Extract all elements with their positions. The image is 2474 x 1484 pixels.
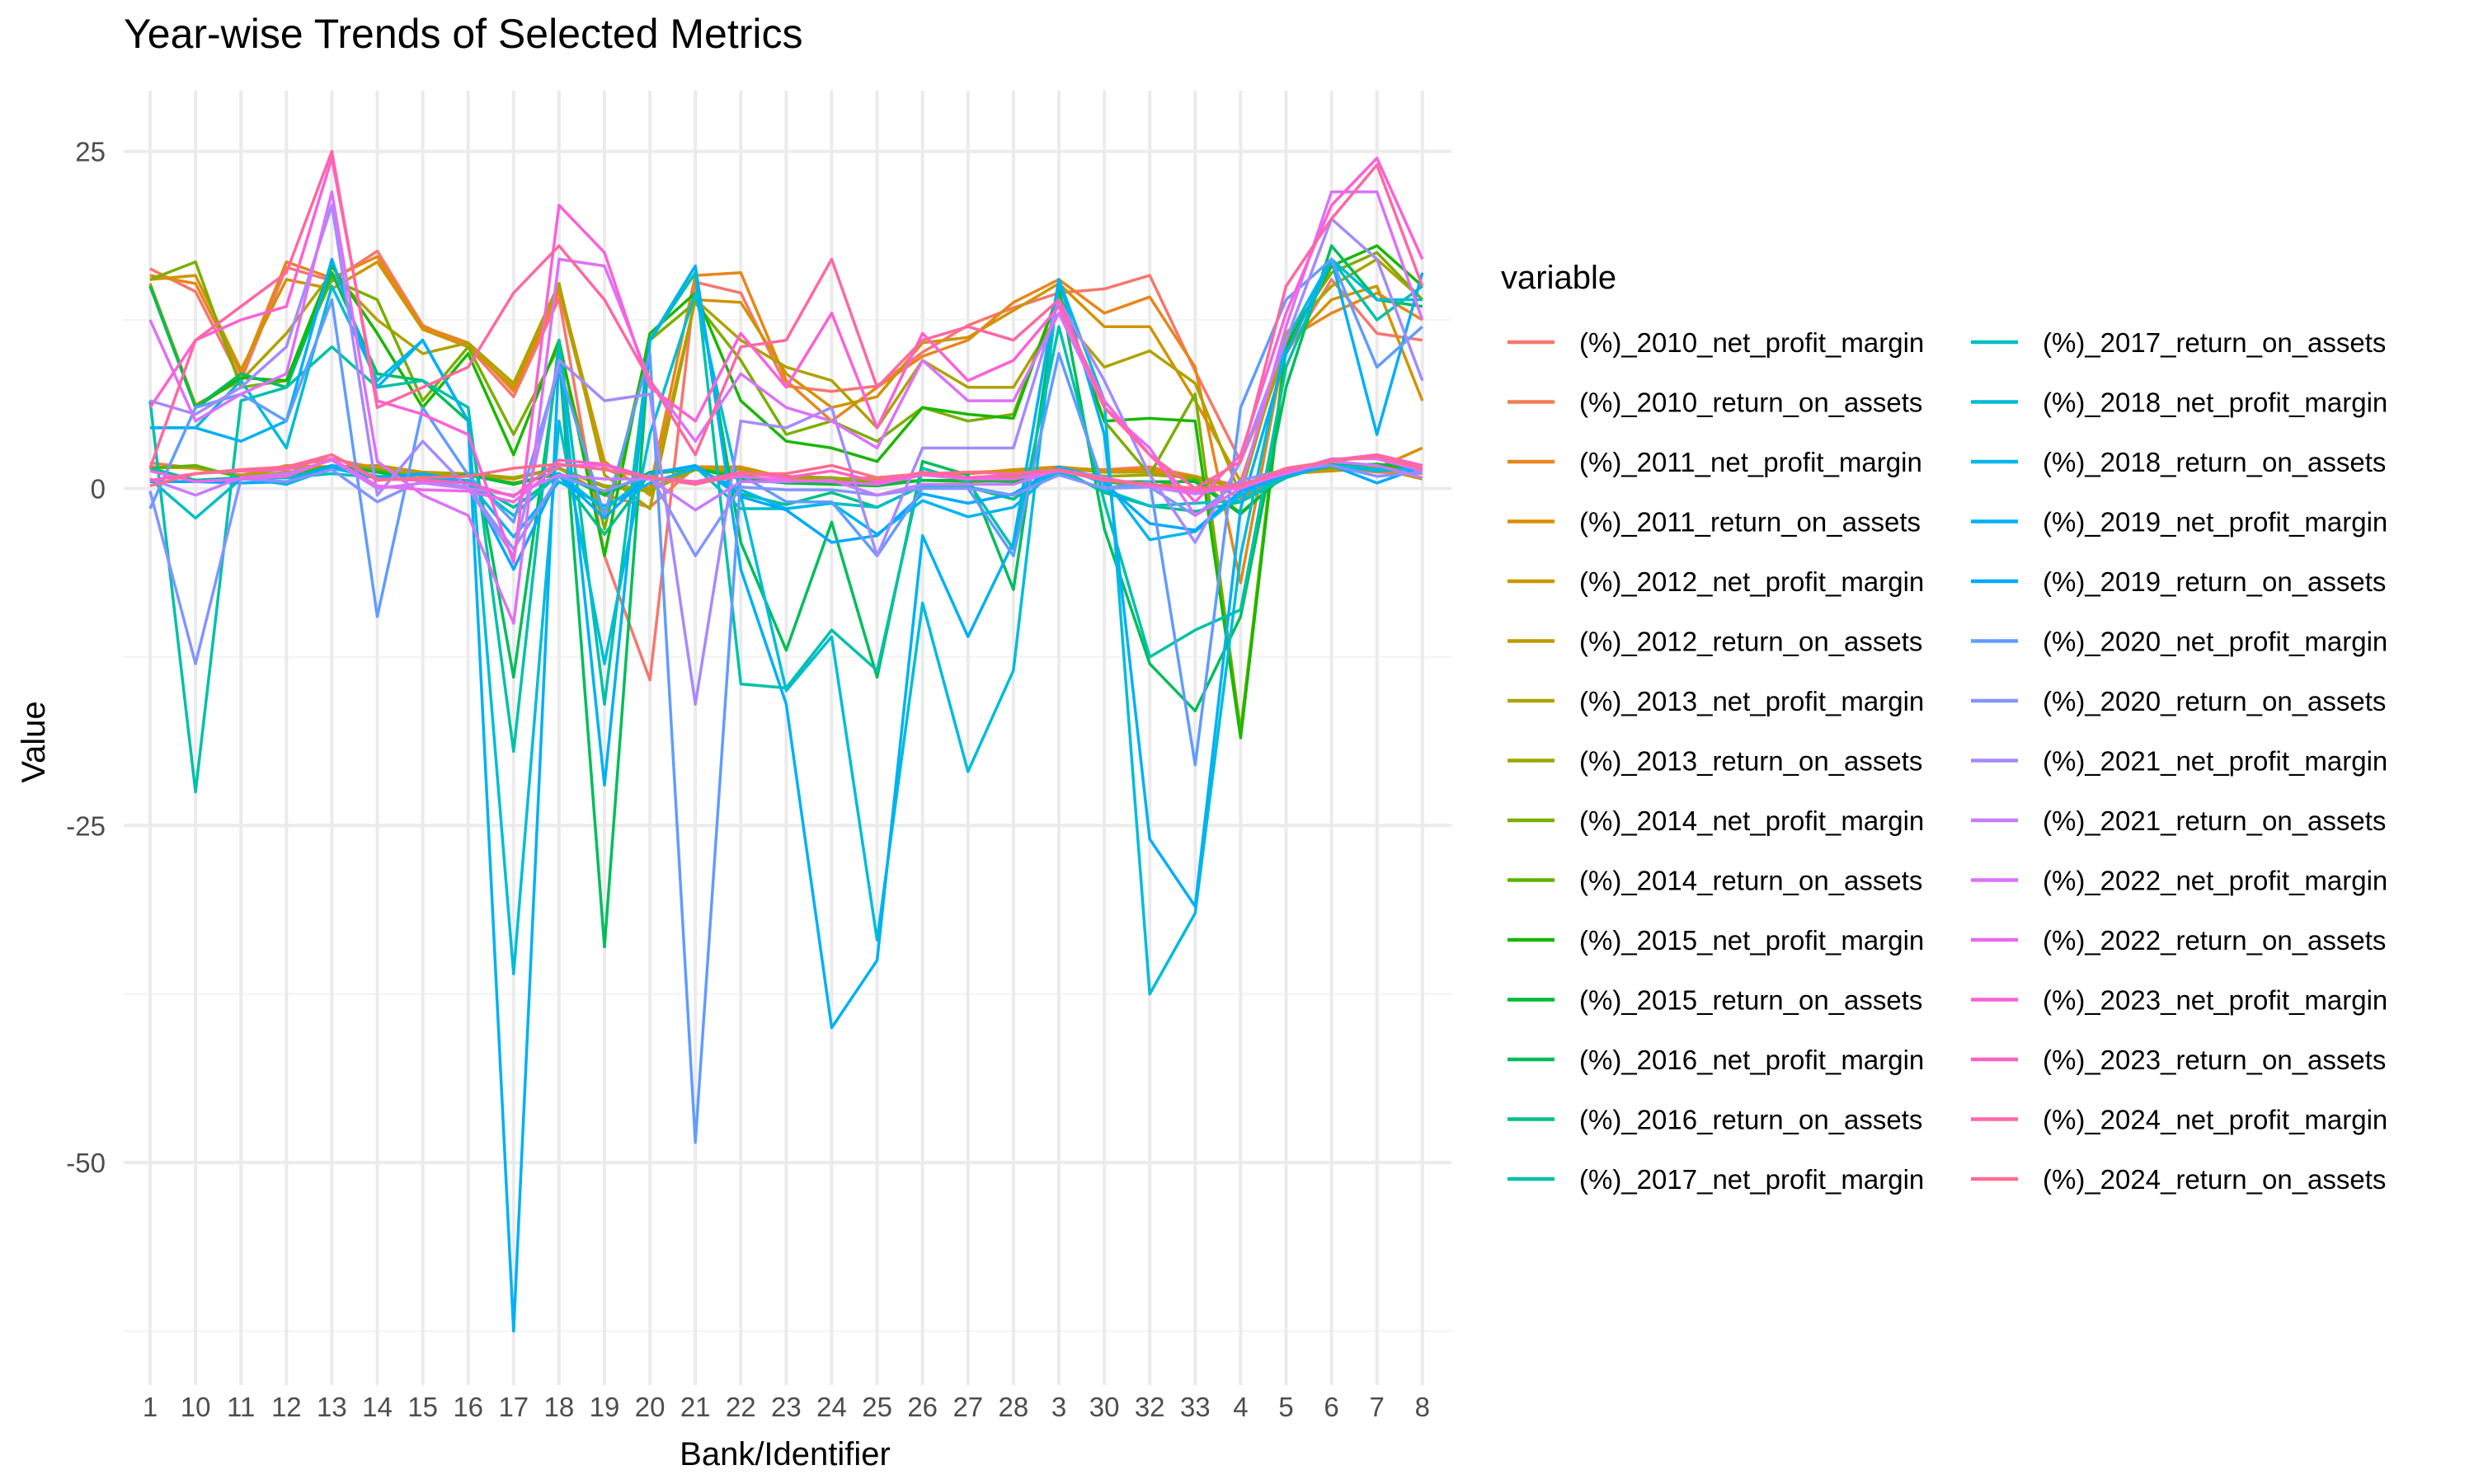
series-line bbox=[148, 257, 1423, 1144]
y-tick-label: -25 bbox=[66, 810, 106, 841]
x-tick-label: 25 bbox=[862, 1392, 892, 1422]
legend-label: (%)_2010_net_profit_margin bbox=[1579, 327, 1924, 358]
x-tick-label: 14 bbox=[362, 1392, 393, 1422]
legend-label: (%)_2020_net_profit_margin bbox=[2043, 627, 2387, 657]
x-tick-label: 7 bbox=[1370, 1392, 1385, 1422]
legend-label: (%)_2019_return_on_assets bbox=[2043, 566, 2386, 597]
legend-label: (%)_2013_net_profit_margin bbox=[1579, 686, 1924, 716]
legend-label: (%)_2011_return_on_assets bbox=[1579, 507, 1921, 538]
x-tick-label: 18 bbox=[544, 1392, 575, 1422]
x-tick-label: 12 bbox=[271, 1392, 302, 1422]
x-tick-label: 3 bbox=[1051, 1392, 1066, 1422]
x-tick-label: 10 bbox=[181, 1392, 211, 1422]
x-tick-label: 13 bbox=[317, 1392, 347, 1422]
legend-label: (%)_2017_return_on_assets bbox=[2043, 327, 2386, 358]
legend-label: (%)_2012_net_profit_margin bbox=[1579, 566, 1924, 597]
legend-label: (%)_2016_return_on_assets bbox=[1579, 1105, 1922, 1135]
legend-label: (%)_2011_net_profit_margin bbox=[1579, 447, 1922, 477]
series-lines bbox=[148, 149, 1424, 1333]
legend-title: variable bbox=[1501, 260, 1616, 296]
y-tick-label: 0 bbox=[91, 473, 106, 504]
x-tick-label: 24 bbox=[816, 1392, 847, 1422]
legend-label: (%)_2023_return_on_assets bbox=[2043, 1045, 2386, 1075]
legend-label: (%)_2015_net_profit_margin bbox=[1579, 925, 1924, 956]
x-axis-title: Bank/Identifier bbox=[680, 1436, 891, 1472]
legend-label: (%)_2013_return_on_assets bbox=[1579, 746, 1922, 777]
x-tick-label: 32 bbox=[1135, 1392, 1165, 1422]
x-tick-label: 21 bbox=[680, 1392, 711, 1422]
series-line bbox=[150, 257, 1424, 1333]
legend-label: (%)_2023_net_profit_margin bbox=[2043, 985, 2387, 1016]
legend-label: (%)_2010_return_on_assets bbox=[1579, 387, 1922, 418]
series-line bbox=[149, 453, 1423, 491]
series-line bbox=[148, 463, 1423, 665]
series-line bbox=[149, 204, 1424, 706]
x-tick-label: 4 bbox=[1233, 1392, 1248, 1422]
legend-label: (%)_2018_return_on_assets bbox=[2043, 447, 2386, 477]
legend-label: (%)_2014_return_on_assets bbox=[1579, 866, 1922, 896]
legend-label: (%)_2016_net_profit_margin bbox=[1579, 1045, 1924, 1075]
x-tick-label: 11 bbox=[227, 1392, 255, 1422]
x-axis-ticks: 1 10 11 12 13 14 15 16 17 18 19 20 21 22 23 24 25 26 27 28 3… bbox=[143, 1392, 1430, 1422]
series-line bbox=[148, 190, 1424, 625]
legend-label: (%)_2024_net_profit_margin bbox=[2043, 1105, 2387, 1135]
series-line bbox=[150, 257, 1423, 996]
legend-label: (%)_2021_net_profit_margin bbox=[2043, 746, 2387, 777]
y-axis-title: Value bbox=[16, 701, 52, 782]
y-tick-label: -50 bbox=[66, 1148, 106, 1178]
x-tick-label: 8 bbox=[1415, 1392, 1430, 1422]
legend-label: (%)_2017_net_profit_margin bbox=[1579, 1164, 1924, 1195]
x-tick-label: 22 bbox=[726, 1392, 756, 1422]
x-tick-label: 15 bbox=[407, 1392, 438, 1422]
x-tick-label: 33 bbox=[1180, 1392, 1211, 1422]
series-line bbox=[149, 255, 1423, 585]
legend-label: (%)_2024_return_on_assets bbox=[2043, 1164, 2386, 1195]
legend-label: (%)_2021_return_on_assets bbox=[2043, 805, 2386, 836]
series-line bbox=[148, 244, 1423, 740]
legend-label: (%)_2015_return_on_assets bbox=[1579, 985, 1922, 1016]
x-tick-label: 6 bbox=[1324, 1392, 1338, 1422]
series-line bbox=[148, 244, 1423, 949]
legend-label: (%)_2020_return_on_assets bbox=[2043, 686, 2386, 716]
legend-label: (%)_2014_net_profit_margin bbox=[1579, 805, 1924, 836]
x-tick-label: 1 bbox=[143, 1392, 158, 1422]
x-tick-label: 16 bbox=[453, 1392, 483, 1422]
legend-label: (%)_2019_net_profit_margin bbox=[2043, 507, 2387, 538]
series-line bbox=[149, 457, 1423, 504]
x-tick-label: 5 bbox=[1278, 1392, 1293, 1422]
chart-title: Year-wise Trends of Selected Metrics bbox=[124, 11, 803, 57]
series-line bbox=[149, 260, 1424, 497]
x-tick-label: 28 bbox=[999, 1392, 1029, 1422]
x-tick-label: 23 bbox=[771, 1392, 802, 1422]
x-tick-label: 30 bbox=[1089, 1392, 1120, 1422]
x-tick-label: 19 bbox=[590, 1392, 620, 1422]
x-tick-label: 20 bbox=[635, 1392, 666, 1422]
legend: (%)_2010_net_profit_margin (%)_2010_retur… bbox=[1507, 327, 2387, 1195]
series-line bbox=[148, 149, 1424, 491]
legend-label: (%)_2022_return_on_assets bbox=[2043, 925, 2386, 956]
series-line bbox=[148, 257, 1423, 510]
legend-label: (%)_2018_net_profit_margin bbox=[2043, 387, 2387, 418]
legend-label: (%)_2022_net_profit_margin bbox=[2043, 866, 2387, 896]
x-tick-label: 17 bbox=[498, 1392, 529, 1422]
legend-label: (%)_2012_return_on_assets bbox=[1579, 627, 1922, 657]
y-axis-ticks: -50 -25 0 25 bbox=[66, 137, 106, 1179]
x-tick-label: 27 bbox=[952, 1392, 983, 1422]
y-tick-label: 25 bbox=[75, 137, 106, 167]
x-tick-label: 26 bbox=[907, 1392, 938, 1422]
